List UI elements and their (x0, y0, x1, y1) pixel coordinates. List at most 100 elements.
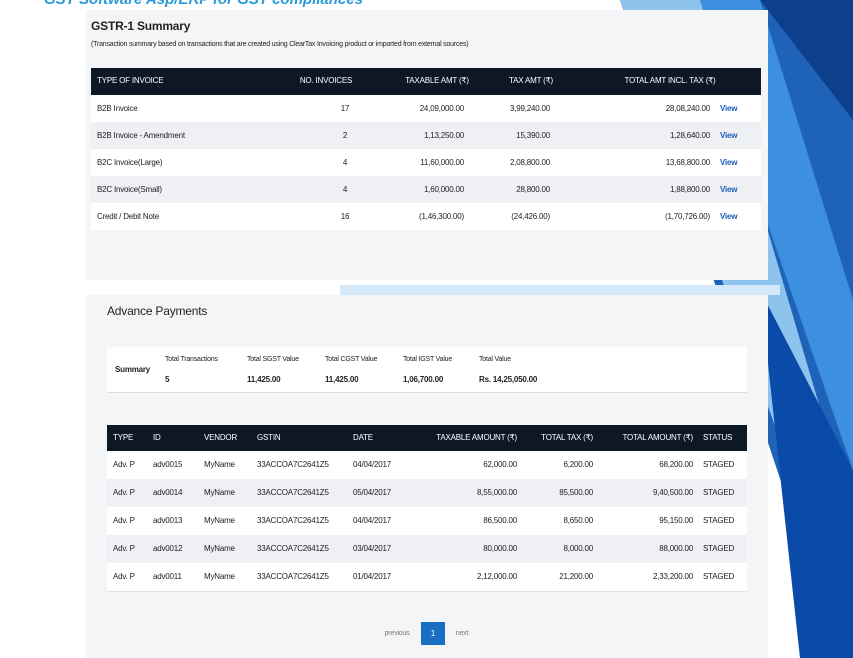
table-cell: 6,200.00 (563, 460, 593, 469)
view-link[interactable]: View (720, 157, 738, 167)
table-row (107, 563, 747, 592)
table-row (107, 507, 747, 536)
table-cell: 33ACCOA7C2641Z5 (257, 488, 329, 497)
table-row (91, 95, 761, 122)
table-cell: 1,88,800.00 (669, 184, 710, 194)
summary-field-label: Total Transactions (165, 356, 218, 363)
table-cell: STAGED (703, 488, 735, 497)
pagination-current[interactable] (421, 622, 445, 645)
table-cell: adv0015 (153, 460, 183, 469)
section-title: Advance Payments (107, 304, 208, 318)
table-cell: (1,46,300.00) (419, 211, 464, 221)
table-cell: MyName (204, 544, 235, 553)
table-cell: 13,68,800.00 (665, 157, 711, 167)
table-row (91, 122, 761, 149)
table-cell: B2B Invoice - Amendment (97, 130, 185, 140)
pagination-current-label: 1 (430, 629, 436, 638)
table-cell: MyName (204, 460, 235, 469)
column-header: TOTAL TAX (₹) (541, 433, 593, 442)
pagination-previous[interactable]: previous (384, 630, 410, 637)
table-cell: MyName (204, 572, 235, 581)
column-header: TAXABLE AMT (₹) (405, 76, 469, 85)
table-row (107, 535, 747, 564)
column-header: TAXABLE AMOUNT (₹) (436, 433, 517, 442)
table-cell: adv0012 (153, 544, 183, 553)
column-header: TOTAL AMT INCL. TAX (₹) (624, 76, 716, 85)
table-cell: 2,33,200.00 (652, 572, 693, 581)
column-header: VENDOR (204, 433, 238, 442)
table-cell: 33ACCOA7C2641Z5 (257, 460, 329, 469)
table-cell: (1,70,726.00) (665, 211, 710, 221)
table-cell: (24,426.00) (511, 211, 550, 221)
table-cell: 21,200.00 (559, 572, 593, 581)
table-cell: 8,55,000.00 (476, 488, 517, 497)
table-cell: 86,500.00 (483, 516, 517, 525)
section-title: GSTR-1 Summary (91, 19, 191, 33)
table-cell: 33ACCOA7C2641Z5 (257, 544, 329, 553)
table-cell: 1,28,640.00 (669, 130, 710, 140)
column-header: TOTAL AMOUNT (₹) (622, 433, 694, 442)
table-cell: 33ACCOA7C2641Z5 (257, 516, 329, 525)
pagination-next[interactable]: next (455, 630, 469, 637)
column-header: TYPE (113, 433, 134, 442)
table-cell: adv0013 (153, 516, 183, 525)
table-cell: 17 (340, 103, 350, 113)
view-link[interactable]: View (720, 130, 738, 140)
table-cell: Adv. P (113, 572, 135, 581)
view-link[interactable]: View (720, 211, 738, 221)
summary-field-label: Total SGST Value (247, 356, 299, 363)
summary-field-value: Rs. 14,25,050.00 (479, 375, 538, 384)
summary-field-value: 1,06,700.00 (403, 375, 444, 384)
table-cell: 3,99,240.00 (509, 103, 550, 113)
summary-box (107, 347, 747, 393)
table-row (107, 479, 747, 508)
table-cell: STAGED (703, 572, 735, 581)
table-cell: Credit / Debit Note (97, 211, 160, 221)
table-cell: 4 (342, 157, 348, 167)
summary-field-value: 11,425.00 (247, 375, 281, 384)
summary-field-label: Total IGST Value (403, 356, 453, 363)
table-cell: 28,08,240.00 (665, 103, 711, 113)
view-link[interactable]: View (720, 103, 738, 113)
view-link[interactable]: View (720, 184, 738, 194)
table-cell: B2C Invoice(Large) (97, 157, 163, 167)
table-cell: B2B Invoice (97, 103, 138, 113)
column-header: DATE (353, 433, 373, 442)
table-cell: STAGED (703, 544, 735, 553)
column-header: NO. INVOICES (299, 76, 353, 85)
table-row (91, 176, 761, 203)
table-cell: 9,40,500.00 (652, 488, 693, 497)
table-cell: Adv. P (113, 460, 135, 469)
table-cell: 1,13,250.00 (423, 130, 464, 140)
table-cell: 80,000.00 (483, 544, 517, 553)
table-cell: 04/04/2017 (353, 460, 392, 469)
summary-field-value: 11,425.00 (325, 375, 359, 384)
banner-text: GST Software Asp/ERP for GST compliances (44, 0, 363, 8)
table-cell: 8,650.00 (563, 516, 593, 525)
column-header: ID (153, 433, 161, 442)
table-cell: 28,800.00 (516, 184, 550, 194)
table-cell: 68,200.00 (659, 460, 693, 469)
table-cell: 85,500.00 (559, 488, 593, 497)
table-cell: Adv. P (113, 516, 135, 525)
column-header: GSTIN (257, 433, 281, 442)
table-cell: STAGED (703, 460, 735, 469)
table-cell: 05/04/2017 (353, 488, 392, 497)
table-cell: 01/04/2017 (353, 572, 392, 581)
table-cell: MyName (204, 516, 235, 525)
table-cell: 4 (342, 184, 348, 194)
summary-label: Summary (115, 365, 151, 374)
table-header (107, 425, 747, 451)
column-header: STATUS (703, 433, 733, 442)
table-row (91, 149, 761, 176)
table-cell: 8,000.00 (563, 544, 593, 553)
table-header (91, 68, 761, 95)
table-cell: 62,000.00 (483, 460, 517, 469)
summary-field-label: Total Value (479, 356, 511, 363)
table-cell: 15,390.00 (516, 130, 550, 140)
table-cell: adv0011 (153, 572, 182, 581)
table-cell: 11,60,000.00 (420, 157, 464, 167)
table-cell: adv0014 (153, 488, 183, 497)
